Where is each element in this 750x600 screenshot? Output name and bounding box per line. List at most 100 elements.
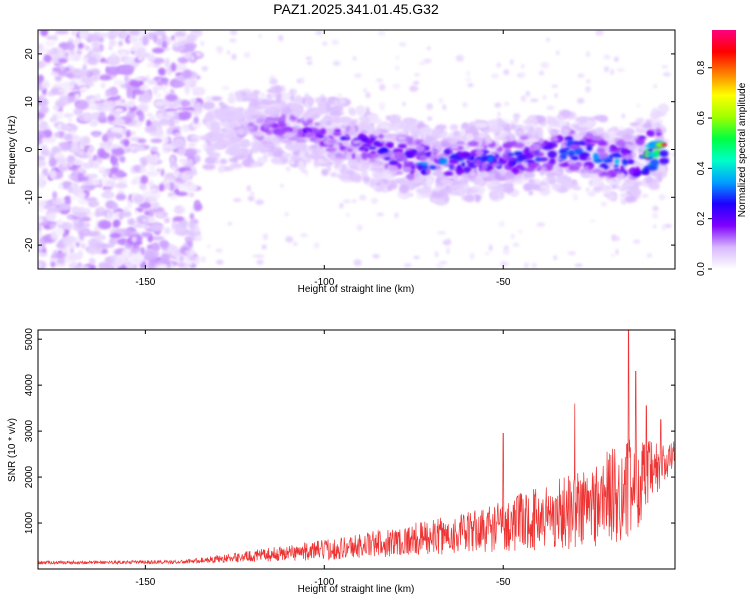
spectral-blob — [340, 145, 345, 151]
spectral-blob — [451, 166, 456, 170]
spectral-blob — [645, 151, 658, 158]
spectral-blob — [163, 227, 171, 235]
spectral-blob — [221, 107, 234, 115]
spectral-blob — [628, 187, 639, 192]
spectral-blob — [554, 92, 558, 99]
spectral-blob — [156, 168, 162, 173]
spectral-blob — [463, 177, 468, 185]
spectral-blob — [655, 128, 662, 134]
spectral-blob — [365, 92, 371, 99]
spectral-blob — [57, 88, 65, 93]
spectral-blob — [411, 149, 418, 154]
spectral-blob — [150, 138, 163, 144]
spectral-blob — [642, 123, 653, 129]
spectral-blob — [578, 154, 588, 161]
spectral-blob — [109, 39, 117, 47]
spectral-blob — [519, 72, 527, 77]
spectrogram-y-label: Frequency (Hz) — [7, 116, 18, 185]
spectral-blob — [351, 152, 356, 160]
spectral-blob — [661, 65, 669, 69]
spectral-blob — [603, 54, 611, 60]
spectral-blob — [585, 51, 591, 58]
spectral-blob — [620, 164, 625, 173]
spectral-blob — [372, 254, 380, 259]
spectral-blob — [638, 136, 647, 140]
spectral-blob — [349, 174, 363, 183]
spectral-blob — [161, 143, 174, 151]
spectral-blob — [626, 182, 635, 187]
spectral-blob — [339, 202, 344, 209]
spectral-blob — [485, 138, 493, 145]
spectral-blob — [313, 121, 321, 127]
spectral-blob — [57, 47, 63, 55]
spectral-blob — [78, 176, 89, 182]
spectral-blob — [265, 137, 272, 142]
spectral-blob — [146, 62, 155, 68]
spectral-blob — [292, 241, 298, 246]
spectral-blob — [101, 248, 108, 255]
spectral-blob — [267, 117, 278, 121]
spectral-blob — [175, 106, 186, 111]
spectral-blob — [229, 135, 236, 141]
spectral-blob — [284, 211, 289, 217]
spectral-blob — [608, 130, 616, 136]
colorbar-tick-label: 0.4 — [696, 161, 707, 175]
spectral-blob — [218, 101, 225, 106]
spectral-blob — [547, 150, 557, 159]
spectral-blob — [110, 154, 116, 165]
spectral-blob — [41, 80, 50, 89]
spectral-blob — [262, 233, 269, 241]
spectral-blob — [621, 113, 626, 119]
spectral-blob — [38, 60, 46, 69]
spectral-blob — [177, 147, 186, 156]
spectral-blob — [288, 102, 296, 110]
spectral-blob — [157, 67, 166, 76]
spectral-blob — [570, 155, 579, 161]
spectral-blob — [633, 239, 641, 244]
spectral-blob — [558, 115, 564, 122]
spectral-blob — [164, 217, 170, 224]
spectral-blob — [418, 153, 428, 162]
spectral-blob — [108, 45, 113, 51]
spectral-blob — [78, 168, 84, 172]
spectral-blob — [91, 34, 101, 43]
spectral-blob — [161, 33, 167, 42]
spectral-blob — [91, 45, 101, 54]
spectral-blob — [70, 184, 76, 188]
y-tick-label: 20 — [24, 48, 35, 60]
spectral-blob — [168, 111, 176, 118]
spectral-blob — [282, 131, 294, 139]
spectral-blob — [331, 39, 339, 45]
spectral-blob — [168, 182, 175, 192]
spectral-blob — [574, 141, 587, 145]
spectral-blob — [159, 240, 169, 248]
spectral-blob — [485, 181, 500, 188]
spectral-blob — [528, 190, 534, 196]
spectral-blob — [537, 138, 544, 145]
spectral-blob — [431, 128, 441, 138]
spectral-blob — [102, 136, 109, 142]
spectral-blob — [389, 114, 402, 123]
spectral-blob — [130, 247, 144, 255]
spectral-blob — [64, 83, 74, 91]
spectral-blob — [661, 143, 668, 147]
spectral-blob — [449, 145, 460, 149]
spectral-blob — [413, 255, 420, 260]
spectral-blob — [82, 64, 87, 72]
spectral-blob — [90, 179, 101, 187]
spectral-blob — [306, 61, 313, 65]
y-tick-label: -20 — [24, 237, 35, 252]
spectral-blob — [138, 202, 152, 209]
spectral-blob — [294, 95, 303, 106]
spectral-blob — [99, 166, 106, 171]
spectral-blob — [227, 96, 236, 104]
spectral-blob — [160, 253, 171, 263]
spectral-blob — [67, 161, 73, 168]
spectral-blob — [644, 175, 654, 185]
spectral-blob — [586, 169, 595, 174]
spectral-blob — [503, 245, 510, 252]
spectral-blob — [221, 119, 230, 128]
spectral-blob — [84, 82, 95, 87]
spectral-blob — [182, 30, 187, 33]
